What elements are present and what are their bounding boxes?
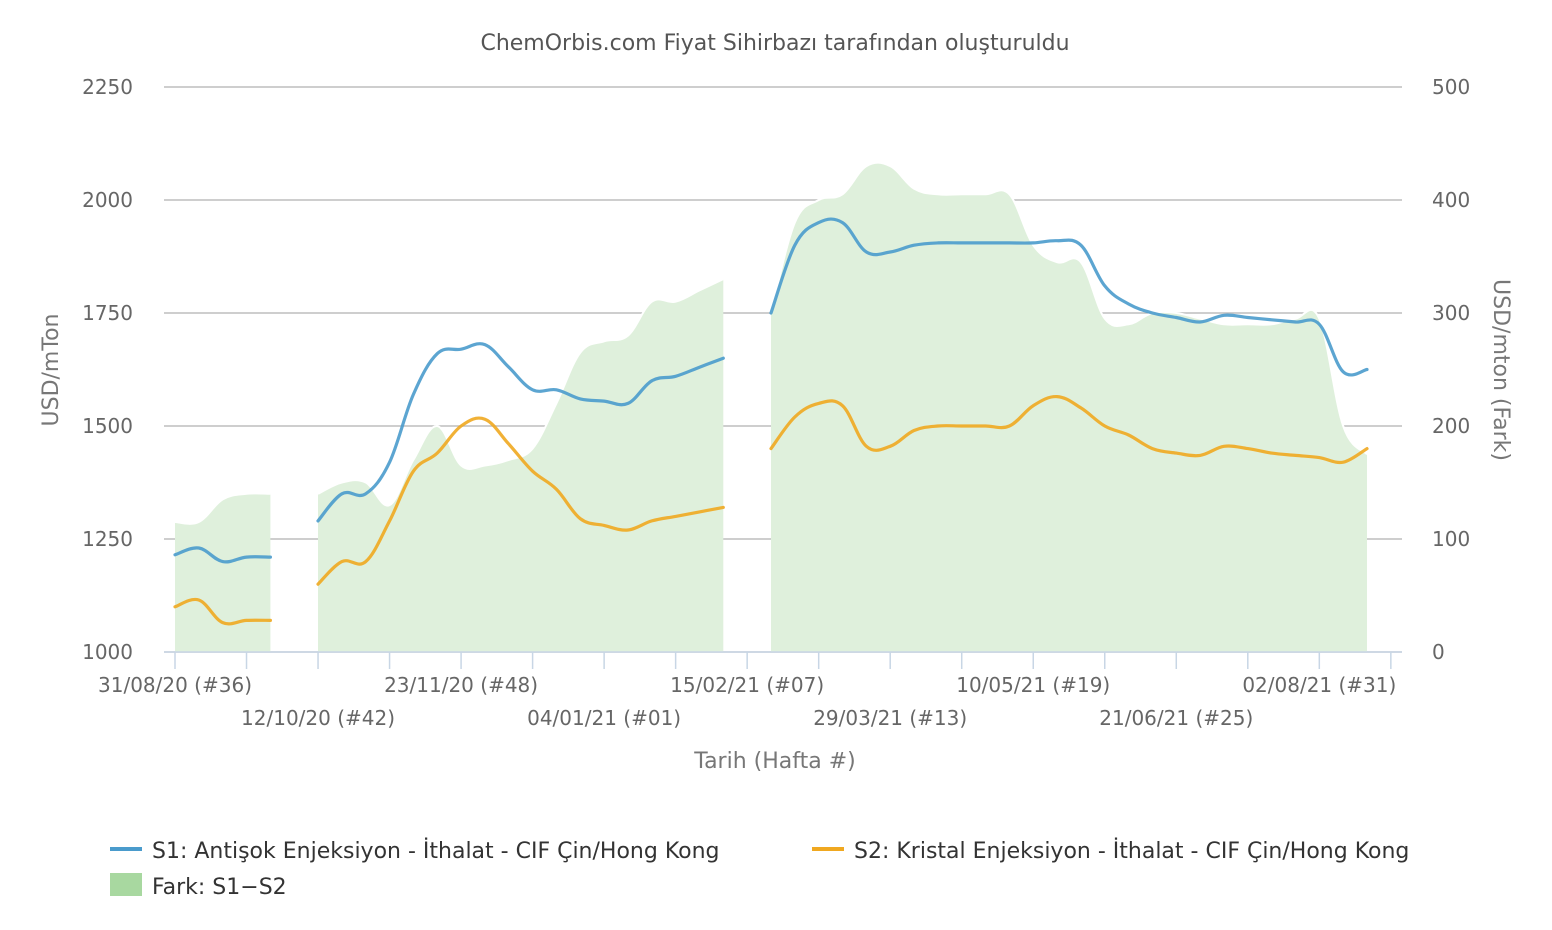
x-tick-label: 02/08/21 (#31) xyxy=(1242,673,1396,697)
legend-label: S1: Antişok Enjeksiyon - İthalat - CIF Ç… xyxy=(152,838,720,864)
series-line-s1 xyxy=(769,217,1369,377)
area-layer xyxy=(174,161,1368,652)
y-left-tick-label: 1000 xyxy=(82,640,133,664)
y-right-tick-label: 100 xyxy=(1432,527,1470,551)
series-line-s1 xyxy=(173,546,272,564)
x-tick-label: 15/02/21 (#07) xyxy=(670,673,824,697)
x-tick-label: 04/01/21 (#01) xyxy=(527,706,681,730)
x-tick-label: 12/10/20 (#42) xyxy=(241,706,395,730)
series-line-s2 xyxy=(769,394,1369,465)
line-layer xyxy=(173,217,1369,626)
difference-area xyxy=(771,162,1367,652)
x-axis-title: Tarih (Hafta #) xyxy=(693,749,855,774)
y-left-tick-label: 2000 xyxy=(82,188,133,212)
y-right-tick-label: 300 xyxy=(1432,301,1470,325)
x-tick-label: 23/11/20 (#48) xyxy=(384,673,538,697)
legend: S1: Antişok Enjeksiyon - İthalat - CIF Ç… xyxy=(110,838,1409,900)
y-right-tick-label: 200 xyxy=(1432,414,1470,438)
difference-area xyxy=(318,279,724,652)
y-axis-left-title: USD/mTon xyxy=(39,314,64,427)
y-left-tick-label: 1500 xyxy=(82,414,133,438)
series-line-s2 xyxy=(316,416,725,586)
y-axis-right-title: USD/mton (Fark) xyxy=(1488,279,1513,461)
difference-area-edge xyxy=(770,161,1368,456)
chart-title: ChemOrbis.com Fiyat Sihirbazı tarafından… xyxy=(480,31,1069,56)
x-tick-label: 31/08/20 (#36) xyxy=(98,673,252,697)
y-right-tick-label: 400 xyxy=(1432,188,1470,212)
x-tick-label: 10/05/21 (#19) xyxy=(956,673,1110,697)
y-right-tick-label: 0 xyxy=(1432,640,1445,664)
legend-swatch xyxy=(110,873,142,896)
x-tick-label: 29/03/21 (#13) xyxy=(813,706,967,730)
y-left-tick-label: 2250 xyxy=(82,75,133,99)
legend-label: S2: Kristal Enjeksiyon - İthalat - CIF Ç… xyxy=(854,838,1409,864)
series-line-s1 xyxy=(316,342,725,523)
y-left-tick-label: 1750 xyxy=(82,301,133,325)
difference-area xyxy=(175,493,271,652)
series-line-s2 xyxy=(173,597,272,626)
legend-label: Fark: S1−S2 xyxy=(152,875,287,900)
y-left-tick-label: 1250 xyxy=(82,527,133,551)
axis-layer: 1000 0 1250 100 1500 200 1750 300 2000 400 2250 500… xyxy=(82,75,1470,730)
difference-area-edge xyxy=(174,492,271,525)
y-right-tick-label: 500 xyxy=(1432,75,1470,99)
x-tick-label: 21/06/21 (#25) xyxy=(1099,706,1253,730)
